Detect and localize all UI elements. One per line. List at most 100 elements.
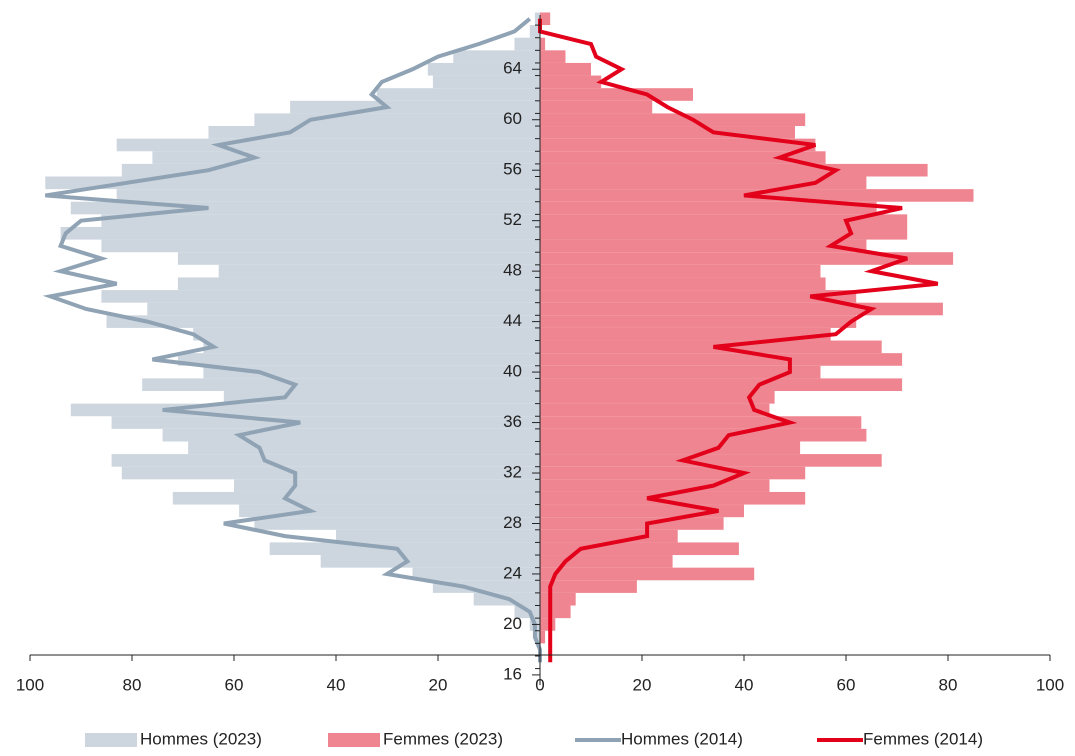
bar: [540, 277, 826, 291]
legend-label: Femmes (2023): [383, 729, 503, 748]
bar: [254, 113, 540, 127]
bar: [290, 100, 540, 114]
bar: [121, 466, 541, 480]
bar: [218, 264, 540, 278]
bar: [540, 226, 908, 240]
bar: [203, 365, 540, 379]
bar: [172, 491, 541, 505]
x-tick-label: 0: [535, 675, 544, 694]
bar: [540, 214, 908, 227]
bar: [540, 630, 546, 644]
x-tick-label: 100: [16, 675, 44, 694]
bar: [540, 88, 693, 101]
bar: [540, 618, 556, 631]
x-tick-label: 40: [735, 675, 754, 694]
bar: [540, 201, 877, 215]
bar: [540, 365, 821, 379]
bar: [540, 353, 903, 366]
bar: [540, 100, 653, 114]
bar: [142, 378, 540, 392]
y-tick-label: 20: [503, 614, 522, 633]
y-tick-label: 40: [503, 362, 522, 381]
bar: [540, 113, 806, 127]
bar: [540, 12, 551, 26]
bar: [540, 315, 857, 328]
bar: [540, 428, 867, 442]
bar: [106, 315, 540, 328]
y-tick-label: 64: [503, 59, 522, 78]
x-tick-label: 80: [939, 675, 958, 694]
bar: [540, 441, 801, 455]
bar: [45, 176, 541, 190]
bar: [254, 517, 540, 530]
bar: [147, 302, 541, 316]
bar: [540, 391, 775, 404]
bar: [427, 62, 540, 76]
legend-swatch: [85, 733, 137, 747]
bar: [116, 138, 540, 152]
bar: [111, 416, 540, 429]
bar: [540, 340, 882, 354]
bar: [540, 37, 546, 51]
y-tick-label: 52: [503, 210, 522, 229]
bar: [188, 441, 540, 455]
bar: [540, 567, 755, 581]
bar: [540, 580, 637, 593]
bar: [540, 327, 831, 341]
bar: [162, 428, 540, 442]
y-tick-label: 16: [503, 664, 522, 683]
y-tick-label: 56: [503, 160, 522, 179]
bar: [234, 479, 540, 492]
bar: [540, 163, 928, 177]
bar: [540, 517, 724, 530]
bar: [101, 214, 541, 227]
x-tick-label: 20: [429, 675, 448, 694]
bar: [540, 264, 821, 278]
bar: [152, 151, 540, 164]
y-tick-label: 60: [503, 109, 522, 128]
bar: [453, 50, 540, 63]
bar: [177, 277, 540, 291]
x-tick-label: 20: [633, 675, 652, 694]
y-tick-label: 32: [503, 463, 522, 482]
bar: [540, 62, 591, 76]
bar: [101, 290, 541, 303]
bar: [60, 226, 540, 240]
bar: [540, 592, 576, 606]
bar: [432, 75, 540, 89]
bar: [540, 555, 673, 568]
bar: [111, 454, 540, 467]
bar: [540, 378, 903, 392]
bar: [223, 391, 541, 404]
y-tick-label: 36: [503, 412, 522, 431]
bar: [534, 12, 540, 26]
bar: [540, 491, 806, 505]
bar: [269, 542, 540, 556]
bar: [239, 504, 540, 518]
bar: [540, 50, 566, 63]
bar: [432, 580, 540, 593]
bar: [514, 37, 540, 51]
legend-label: Hommes (2023): [140, 729, 262, 748]
bar: [540, 75, 602, 89]
bar: [540, 290, 857, 303]
x-tick-label: 100: [1036, 675, 1064, 694]
bar: [540, 479, 770, 492]
bar: [116, 189, 540, 202]
bar: [101, 239, 541, 253]
bar: [540, 252, 954, 265]
line: [538, 18, 939, 663]
legend-label: Femmes (2014): [863, 729, 983, 748]
bar: [540, 176, 867, 190]
line: [42, 17, 542, 663]
y-tick-label: 48: [503, 261, 522, 280]
bar: [376, 88, 540, 101]
bar: [412, 567, 540, 581]
bar: [203, 340, 540, 354]
bar: [540, 239, 867, 253]
x-tick-label: 60: [837, 675, 856, 694]
x-tick-label: 80: [123, 675, 142, 694]
bar: [70, 403, 541, 417]
bar: [540, 542, 739, 556]
